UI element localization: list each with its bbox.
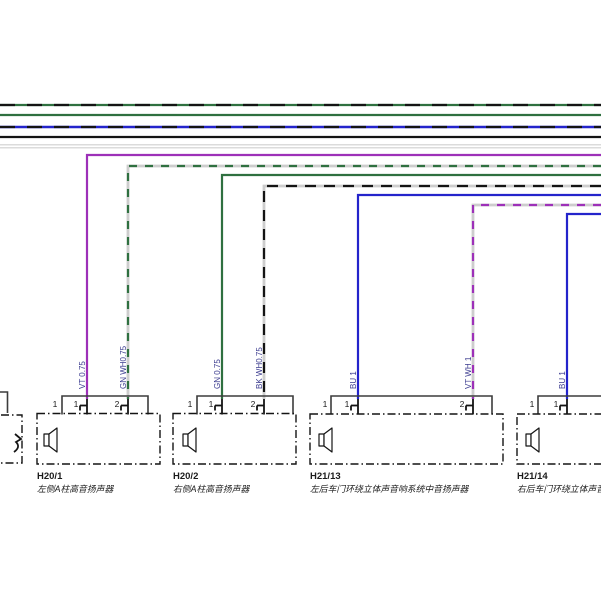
unit-id: H20/2: [173, 471, 198, 482]
component-box: [36, 412, 161, 465]
wire-label-bk-wh: BK WH0.75: [255, 347, 264, 389]
unit-h21-13: 1 1 2 H21/13 左后车门环绕立体声音响系统中音扬声器: [309, 395, 504, 494]
pin-number-1: 1: [554, 399, 559, 409]
wire-label-vt: VT 0.75: [78, 361, 87, 389]
pin-terminal: [350, 399, 474, 415]
component-box: [309, 413, 504, 465]
pin-number-1: 1: [345, 399, 350, 409]
wire-vt-wh: [471, 203, 601, 399]
connector-number: 1: [53, 399, 58, 409]
pin-terminal: [214, 399, 265, 415]
speaker-icon: [525, 427, 540, 453]
connector-number: 1: [323, 399, 328, 409]
component-box: [172, 412, 297, 465]
wire-label-bu-left: BU 1: [349, 371, 358, 389]
unit-id: H20/1: [37, 471, 63, 482]
wire-bu-right: [565, 212, 601, 399]
wire-break-arrow-icon: [13, 433, 23, 453]
wire-bk-wh: [262, 184, 601, 399]
unit-id: H21/13: [310, 471, 341, 482]
unit-id: H21/14: [517, 471, 548, 482]
unit-name: 右侧A柱高音扬声器: [173, 484, 250, 494]
connector-number: 1: [530, 399, 535, 409]
connector-box: [196, 395, 294, 415]
connector-box: [330, 395, 493, 415]
unit-name: 左侧A柱高音扬声器: [37, 484, 114, 494]
wire-label-gn-wh: GN WH0.75: [119, 345, 128, 389]
component-box: [516, 413, 601, 465]
pin-number-2: 2: [251, 399, 256, 409]
pin-number-2: 2: [115, 399, 120, 409]
wire-label-vt-wh: VT WH 1: [464, 356, 473, 389]
unit-name: 右后车门环绕立体声音响系统中音扬声器: [517, 484, 601, 494]
wire-vt: [85, 153, 601, 399]
unit-h20-2: 1 1 2 H20/2 右侧A柱高音扬声器: [172, 395, 297, 494]
pin-terminal: [79, 399, 129, 415]
unit-h21-14: 1 1 H21/14 右后车门环绕立体声音响系统中音扬声器: [516, 395, 601, 494]
pin-number-1: 1: [209, 399, 214, 409]
partial-unit-left: [0, 391, 23, 464]
connector-box: [61, 395, 149, 415]
connector-box: [537, 395, 601, 415]
connector-number: 1: [188, 399, 193, 409]
wire-gn: [220, 173, 601, 399]
unit-h20-1: 1 1 2 H20/1 左侧A柱高音扬声器: [36, 395, 161, 494]
speaker-icon: [182, 427, 197, 453]
pin-terminal: [559, 399, 568, 415]
unit-name: 左后车门环绕立体声音响系统中音扬声器: [310, 484, 470, 494]
bus-line-shield: [0, 144, 601, 149]
wire-label-gn: GN 0.75: [213, 359, 222, 389]
speaker-icon: [318, 427, 333, 453]
wire-bu-left: [356, 193, 601, 399]
wire-label-bu-right: BU 1: [558, 371, 567, 389]
pin-number-1: 1: [74, 399, 79, 409]
pin-number-2: 2: [460, 399, 465, 409]
wire-gn-wh: [126, 164, 601, 399]
speaker-icon: [43, 427, 58, 453]
